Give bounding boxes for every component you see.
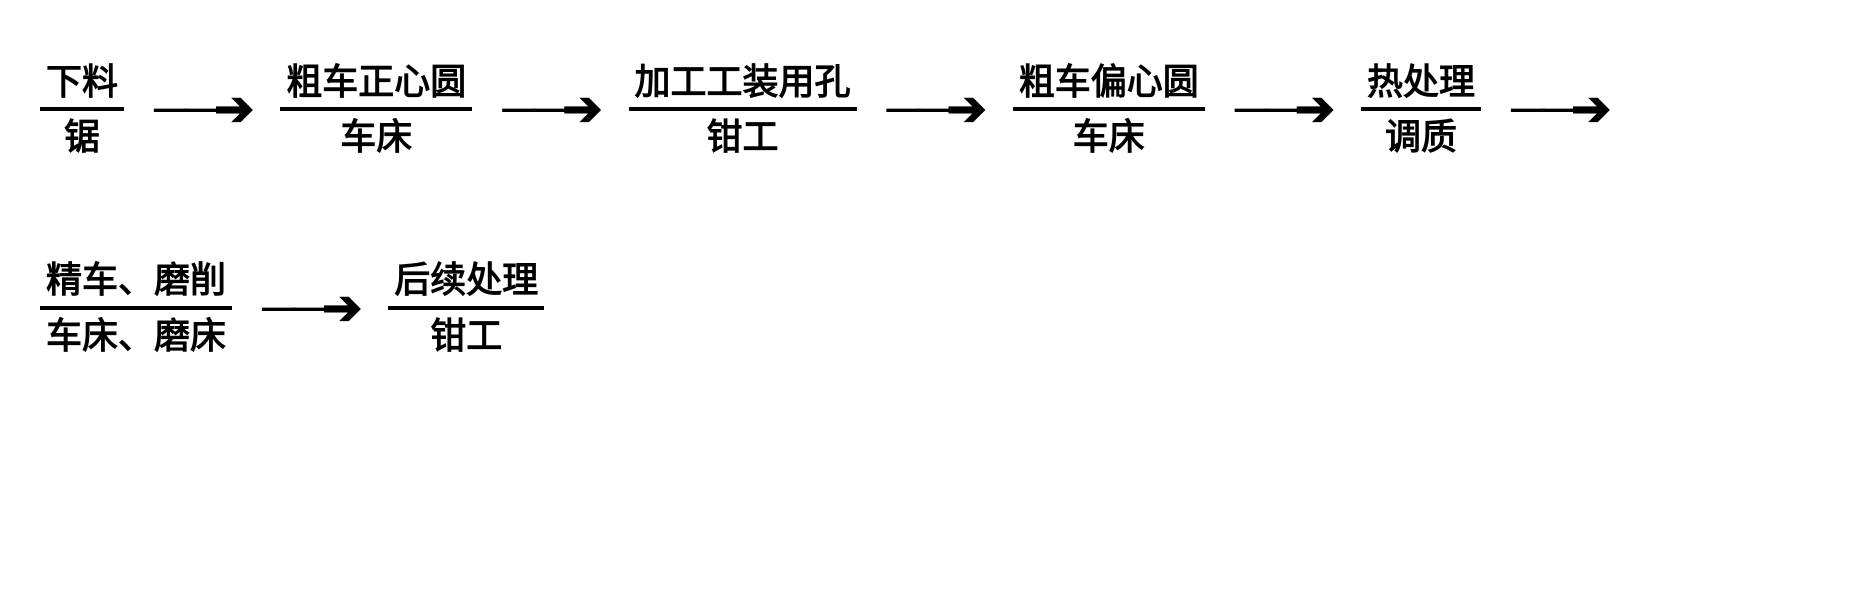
arrow-icon: ──➔ <box>857 81 1013 137</box>
step-bottom-label: 钳工 <box>701 111 785 158</box>
process-row-2: 精车、磨削 车床、磨床 ──➔ 后续处理 钳工 <box>40 258 1832 356</box>
process-step: 粗车正心圆 车床 <box>280 60 472 158</box>
step-bottom-label: 车床、磨床 <box>40 310 232 357</box>
step-bottom-label: 钳工 <box>424 310 508 357</box>
process-step: 加工工装用孔 钳工 <box>629 60 857 158</box>
process-step: 热处理 调质 <box>1361 60 1481 158</box>
step-top-label: 精车、磨削 <box>40 258 232 309</box>
arrow-icon: ──➔ <box>232 280 388 336</box>
step-top-label: 粗车正心圆 <box>280 60 472 111</box>
arrow-icon: ──➔ <box>124 81 280 137</box>
step-bottom-label: 锯 <box>58 111 106 158</box>
step-top-label: 粗车偏心圆 <box>1013 60 1205 111</box>
arrow-icon: ──➔ <box>1205 81 1361 137</box>
step-top-label: 热处理 <box>1361 60 1481 111</box>
process-row-1: 下料 锯 ──➔ 粗车正心圆 车床 ──➔ 加工工装用孔 钳工 ──➔ 粗车偏心… <box>40 60 1832 158</box>
step-top-label: 后续处理 <box>388 258 544 309</box>
step-top-label: 加工工装用孔 <box>629 60 857 111</box>
step-bottom-label: 车床 <box>334 111 418 158</box>
step-bottom-label: 调质 <box>1379 111 1463 158</box>
process-step: 后续处理 钳工 <box>388 258 544 356</box>
process-step: 粗车偏心圆 车床 <box>1013 60 1205 158</box>
process-step: 下料 锯 <box>40 60 124 158</box>
step-top-label: 下料 <box>40 60 124 111</box>
process-step: 精车、磨削 车床、磨床 <box>40 258 232 356</box>
step-bottom-label: 车床 <box>1067 111 1151 158</box>
arrow-icon: ──➔ <box>1481 81 1637 137</box>
arrow-icon: ──➔ <box>472 81 628 137</box>
